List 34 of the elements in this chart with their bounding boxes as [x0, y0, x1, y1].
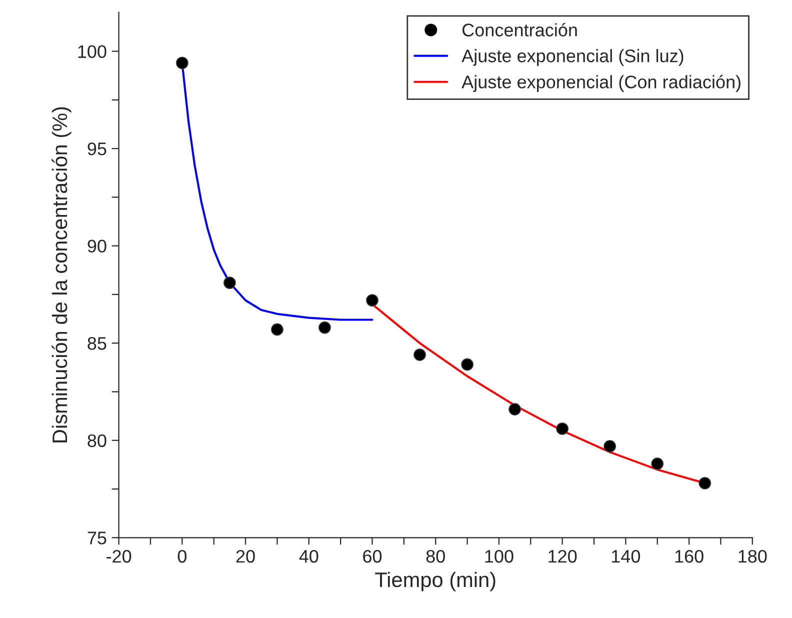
- x-tick-label: 120: [548, 550, 577, 563]
- y-tick-label: 95: [88, 142, 106, 156]
- x-tick-label: 160: [675, 550, 704, 563]
- legend-label: Ajuste exponencial (Sin luz): [462, 49, 684, 66]
- point: [556, 422, 569, 435]
- x-tick-label: 0: [178, 550, 186, 563]
- point: [176, 56, 188, 70]
- y-tick-label: 85: [88, 337, 106, 350]
- x-tick-label: 80: [426, 550, 445, 563]
- y-tick-label: 90: [88, 240, 106, 253]
- point: [270, 323, 284, 336]
- x-axis-title: Tiempo (min): [375, 572, 496, 592]
- x-tick-label: 40: [299, 550, 318, 563]
- x-tick-label: -20: [106, 550, 132, 563]
- x-tick-label: 20: [236, 550, 255, 563]
- point: [651, 458, 664, 470]
- legend-label: Ajuste exponencial (Con radiación): [462, 74, 740, 92]
- point: [604, 440, 616, 452]
- point: [366, 294, 378, 307]
- y-tick-label: 75: [88, 532, 106, 544]
- point: [318, 321, 331, 334]
- point: [461, 358, 474, 371]
- point: [508, 403, 522, 416]
- y-tick-label: 100: [78, 45, 106, 58]
- legend-label: Concentración: [462, 22, 577, 36]
- x-tick-label: 140: [612, 550, 640, 563]
- point: [698, 476, 712, 490]
- y-axis-title: Disminución de la concentración (%): [52, 107, 72, 442]
- point: [414, 348, 426, 362]
- x-tick-label: 180: [738, 550, 767, 563]
- x-tick-label: 100: [485, 550, 514, 563]
- point: [223, 276, 236, 290]
- x-tick-label: 60: [363, 550, 382, 563]
- y-tick-label: 80: [88, 434, 106, 448]
